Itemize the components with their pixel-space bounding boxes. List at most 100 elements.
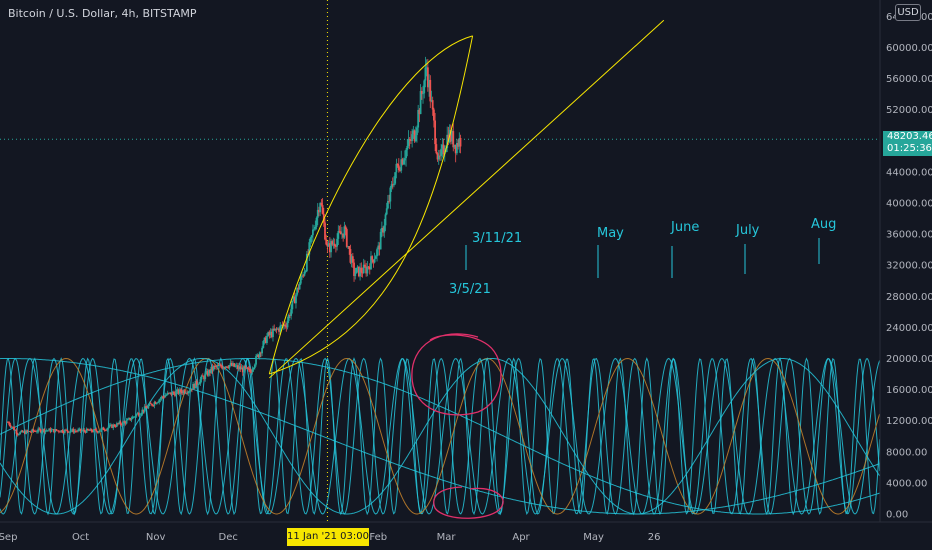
candle-body	[82, 429, 84, 431]
candle-body	[455, 142, 458, 154]
candle-body	[65, 429, 67, 431]
candle-body	[439, 155, 441, 157]
candle-body	[182, 390, 185, 394]
candle-body	[44, 430, 47, 433]
candle-body	[22, 431, 25, 433]
candle-body	[206, 371, 209, 376]
candle-body	[230, 362, 233, 366]
arc-lower	[269, 35, 474, 375]
candle-body	[114, 426, 117, 428]
candle-body	[25, 430, 28, 434]
candle-body	[45, 430, 48, 432]
candle-body	[70, 431, 72, 432]
candle-body	[241, 367, 244, 373]
candle-body	[108, 425, 111, 428]
candle-body	[211, 366, 214, 371]
candle-body	[345, 229, 348, 247]
candle-body	[84, 431, 87, 433]
candle-body	[34, 431, 37, 432]
candle-body	[63, 429, 66, 433]
candle-body	[296, 287, 299, 295]
candle-body	[393, 183, 395, 186]
candle-body	[366, 266, 369, 274]
candle-body	[247, 368, 250, 370]
candle-body	[246, 367, 249, 369]
candle-body	[353, 262, 355, 276]
candle-body	[446, 134, 449, 149]
y-tick-label: 20000.00	[886, 354, 932, 365]
x-tick-label: Sep	[0, 532, 17, 543]
candle-body	[187, 391, 190, 394]
candle-body	[364, 264, 366, 267]
candle-body	[73, 430, 76, 433]
candle-body	[342, 233, 345, 238]
candle-body	[236, 365, 239, 369]
candle-body	[326, 244, 329, 247]
candle-body	[131, 416, 134, 419]
candle-body	[430, 100, 433, 102]
candle-body	[39, 429, 42, 433]
y-tick-label: 16000.00	[886, 385, 932, 396]
candle-body	[30, 431, 32, 433]
candle-body	[189, 389, 192, 392]
candle-body	[79, 428, 82, 432]
candle-body	[385, 208, 388, 215]
candle-body	[153, 402, 156, 406]
candle-body	[149, 403, 152, 405]
candle-body	[426, 67, 429, 88]
candle-body	[368, 266, 371, 270]
candle-body	[397, 165, 400, 171]
candle-body	[378, 245, 381, 250]
candle-body	[118, 421, 121, 424]
candle-body	[113, 424, 116, 427]
candle-body	[234, 366, 237, 367]
candle-body	[140, 413, 142, 415]
candle-body	[96, 431, 99, 433]
candle-body	[316, 209, 319, 218]
annotation-date-2: 3/5/21	[449, 282, 491, 297]
candle-body	[286, 320, 289, 328]
annotation-aug: Aug	[811, 217, 837, 232]
y-tick-label: 0.00	[886, 510, 908, 521]
candle-body	[382, 228, 384, 233]
trend-line	[269, 19, 665, 379]
candle-body	[14, 430, 17, 431]
candle-body	[8, 422, 11, 425]
candle-body	[145, 406, 147, 408]
candle-body	[383, 225, 386, 233]
candle-body	[239, 366, 242, 370]
candle-body	[177, 389, 180, 394]
candle-body	[21, 430, 24, 433]
candle-body	[62, 432, 65, 434]
candle-body	[372, 259, 375, 263]
candle-body	[389, 187, 392, 202]
candle-body	[193, 383, 196, 389]
candle-body	[232, 363, 234, 366]
candle-body	[250, 371, 253, 373]
candle-body	[289, 315, 291, 316]
candle-body	[388, 201, 391, 202]
candle-body	[319, 203, 322, 213]
candle-body	[137, 413, 140, 416]
currency-button[interactable]: USD	[895, 4, 921, 21]
candle-body	[174, 393, 176, 396]
cycle-wave-0	[0, 357, 881, 516]
candle-body	[132, 416, 135, 418]
candle-body	[359, 267, 361, 277]
candle-body	[299, 276, 302, 284]
candle-body	[205, 371, 208, 374]
candle-body	[56, 430, 59, 432]
candle-body	[138, 414, 141, 416]
candle-body	[20, 430, 23, 433]
candle-body	[436, 153, 439, 160]
x-tick-label: 26	[648, 532, 661, 543]
candle-body	[109, 424, 112, 426]
candle-body	[280, 325, 283, 326]
candle-body	[282, 324, 285, 326]
candle-body	[400, 159, 403, 171]
candle-body	[405, 149, 407, 159]
candle-body	[111, 424, 113, 428]
candle-body	[435, 144, 438, 154]
candle-body	[105, 430, 107, 431]
